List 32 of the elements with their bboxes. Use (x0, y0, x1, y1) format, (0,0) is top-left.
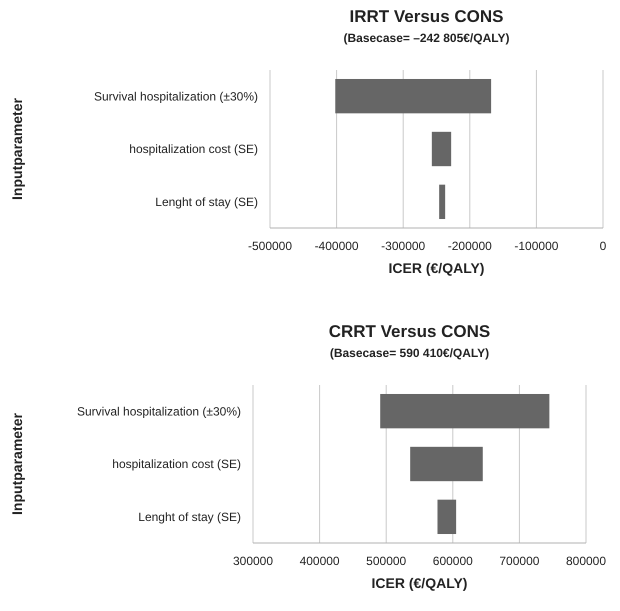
x-tick-label: 600000 (432, 554, 474, 568)
y-tick-label: hospitalization cost (SE) (112, 457, 241, 472)
x-tick-label: -400000 (314, 239, 359, 253)
bar (437, 500, 456, 534)
x-tick-label: -100000 (514, 239, 559, 253)
bar (439, 184, 446, 220)
x-tick-label: 400000 (300, 554, 340, 568)
bar (335, 78, 492, 114)
y-tick-label: Lenght of stay (SE) (138, 510, 241, 524)
x-tick-label: 300000 (232, 554, 274, 568)
y-tick-label: Survival hospitalization (±30%) (77, 404, 241, 418)
x-tick-label: 500000 (366, 554, 407, 568)
y-tick-label: Survival hospitalization (±30%) (94, 89, 258, 104)
y-axis-title: Inputparameter (9, 412, 25, 515)
y-axis-title: Inputparameter (9, 98, 25, 200)
x-tick-label: 0 (600, 239, 607, 253)
chart-subtitle: (Basecase= –242 805€/QALY) (343, 31, 510, 45)
x-axis-title: ICER (€/QALY) (372, 575, 468, 591)
x-tick-label: 800000 (566, 554, 606, 568)
chart-subtitle: (Basecase= 590 410€/QALY) (330, 346, 490, 360)
chart-title: CRRT Versus CONS (328, 322, 490, 341)
bar (410, 446, 483, 482)
x-tick-label: 700000 (499, 554, 540, 568)
y-tick-label: Lenght of stay (SE) (155, 195, 258, 210)
x-tick-label: -500000 (248, 239, 292, 253)
bar (432, 132, 452, 166)
chart-title: IRRT Versus CONS (350, 7, 504, 26)
x-tick-label: -300000 (381, 239, 426, 253)
x-axis-title: ICER (€/QALY) (388, 260, 484, 276)
x-tick-label: -200000 (448, 239, 492, 253)
bar (380, 394, 550, 428)
y-tick-label: hospitalization cost (SE) (129, 142, 258, 156)
